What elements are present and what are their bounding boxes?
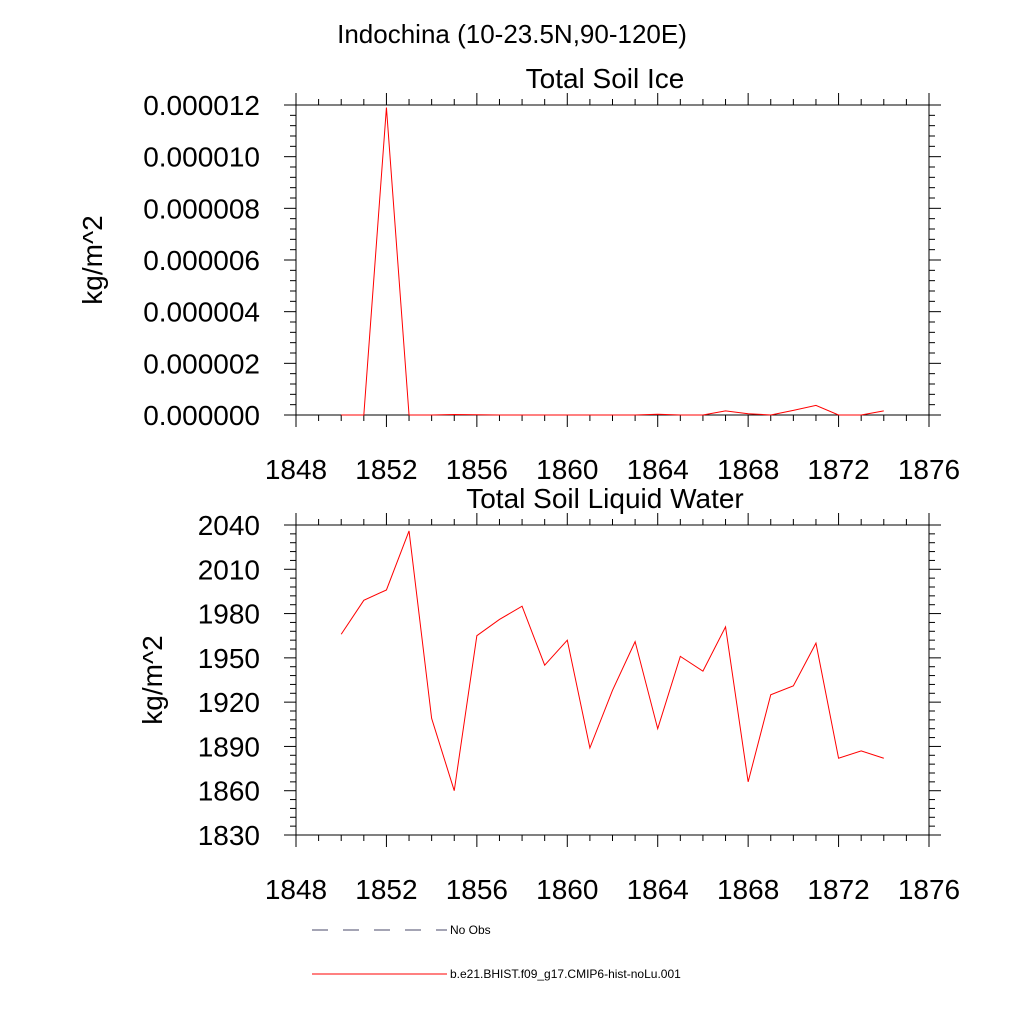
soil-liquid-ytick-label: 1920 — [198, 687, 260, 718]
soil-ice-xtick-label: 1868 — [717, 454, 779, 485]
soil-ice-xtick-label: 1872 — [807, 454, 869, 485]
soil-ice-ytick-label: 0.000000 — [143, 400, 260, 431]
soil-liquid-title: Total Soil Liquid Water — [466, 483, 744, 514]
soil-liquid-ytick-label: 2040 — [198, 510, 260, 541]
soil-ice-plot-frame — [295, 104, 930, 416]
page-title: Indochina (10-23.5N,90-120E) — [337, 19, 687, 49]
legend-label-no-obs: No Obs — [450, 923, 491, 937]
soil-liquid-xtick-label: 1864 — [627, 874, 689, 905]
legend-label-model-run: b.e21.BHIST.f09_g17.CMIP6-hist-noLu.001 — [450, 967, 681, 981]
soil-ice-xtick-label: 1856 — [446, 454, 508, 485]
soil-ice-ytick-label: 0.000010 — [143, 142, 260, 173]
soil-ice-series-line — [341, 107, 884, 416]
soil-ice-ytick-label: 0.000002 — [143, 348, 260, 379]
soil-ice-xtick-label: 1864 — [627, 454, 689, 485]
panel-soil-ice: Total Soil Ice kg/m^2 1848 1852 1856 1860 1864… — [77, 63, 960, 485]
soil-ice-title: Total Soil Ice — [526, 63, 685, 94]
legend: No Obs b.e21.BHIST.f09_g17.CMIP6-hist-no… — [312, 923, 681, 981]
soil-liquid-xtick-label: 1876 — [898, 874, 960, 905]
soil-liquid-plot-frame — [295, 524, 930, 836]
soil-liquid-ytick-label: 1860 — [198, 776, 260, 807]
soil-liquid-ylabel: kg/m^2 — [137, 635, 168, 724]
soil-liquid-ytick-label: 1890 — [198, 731, 260, 762]
soil-ice-xtick-label: 1860 — [536, 454, 598, 485]
soil-liquid-xtick-label: 1856 — [446, 874, 508, 905]
soil-liquid-ytick-label: 1830 — [198, 820, 260, 851]
panel-soil-liquid-water: Total Soil Liquid Water kg/m^2 1848 1852 185… — [137, 483, 960, 905]
soil-liquid-series-line — [340, 530, 884, 791]
soil-liquid-xtick-label: 1860 — [536, 874, 598, 905]
legend-item-no-obs: No Obs — [312, 923, 491, 937]
soil-ice-ytick-label: 0.000006 — [143, 245, 260, 276]
soil-liquid-ytick-label: 2010 — [198, 554, 260, 585]
soil-liquid-xtick-label: 1868 — [717, 874, 779, 905]
soil-ice-xtick-label: 1852 — [355, 454, 417, 485]
soil-ice-ytick-label: 0.000008 — [143, 193, 260, 224]
soil-liquid-xtick-label: 1852 — [355, 874, 417, 905]
soil-ice-ytick-label: 0.000012 — [143, 90, 260, 121]
soil-ice-xtick-label: 1876 — [898, 454, 960, 485]
soil-ice-xtick-label: 1848 — [265, 454, 327, 485]
soil-liquid-ytick-label: 1950 — [198, 643, 260, 674]
soil-ice-ylabel: kg/m^2 — [77, 215, 108, 304]
soil-liquid-xtick-label: 1872 — [807, 874, 869, 905]
soil-ice-ytick-label: 0.000004 — [143, 297, 260, 328]
soil-liquid-xtick-label: 1848 — [265, 874, 327, 905]
legend-item-model-run: b.e21.BHIST.f09_g17.CMIP6-hist-noLu.001 — [312, 967, 681, 981]
soil-liquid-ytick-label: 1980 — [198, 599, 260, 630]
